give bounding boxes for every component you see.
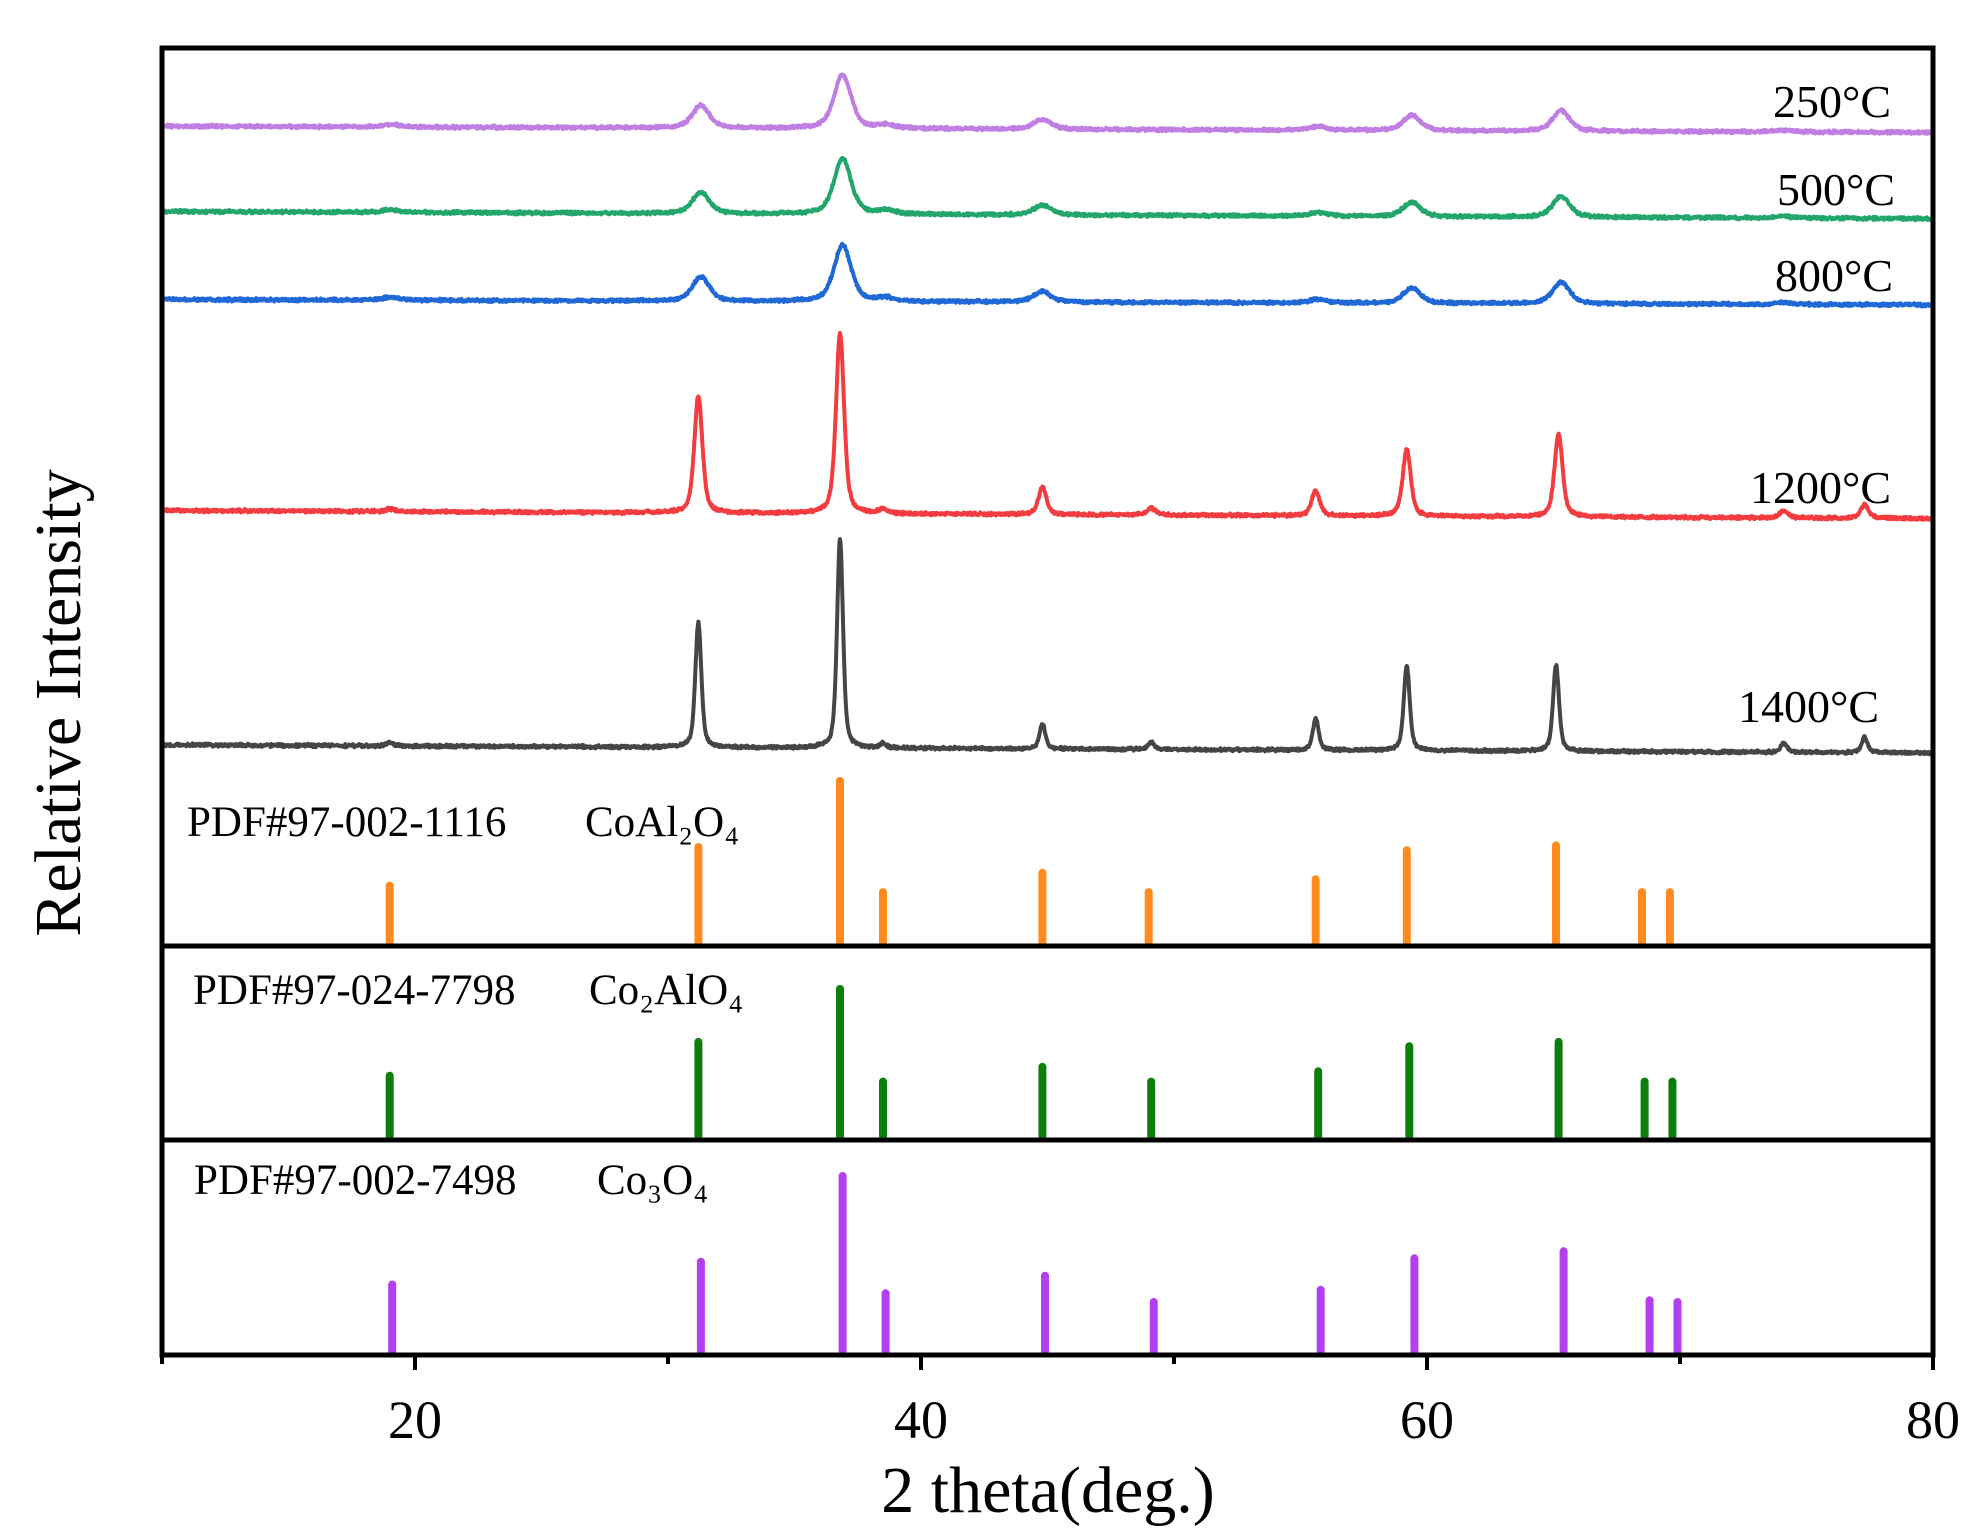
series-label-800c: 800°C [1775,250,1893,301]
ref-card-label-coal2o4: PDF#97-002-1116 [187,799,506,846]
trace-1200c [160,331,1935,522]
frame-border [159,45,1936,1358]
series-label-1200c: 1200°C [1750,462,1891,513]
series-label-250c: 250°C [1773,76,1891,127]
x-axis: 20 40 60 80 [160,1355,1960,1450]
trace-1400c [160,537,1935,757]
plot-frame [159,45,1936,1358]
series-label-1400c: 1400°C [1738,681,1879,732]
ref-formula-co2alo4: Co₂AlO₄ [589,967,743,1014]
reference-sticks [385,777,1682,1355]
ref-card-label-co3o4: PDF#97-002-7498 [194,1157,517,1204]
series-label-500c: 500°C [1777,164,1895,215]
x-tick-label: 80 [1906,1390,1960,1450]
trace-800c [160,241,1935,309]
x-tick-label: 60 [1400,1390,1454,1450]
trace-250c [160,72,1935,136]
experimental-traces [160,72,1935,757]
trace-500c [160,156,1935,223]
x-axis-title: 2 theta(deg.) [881,1454,1215,1527]
ref-formula-co3o4: Co₃O₄ [597,1157,708,1204]
y-axis-title: Relative Intensity [22,469,95,936]
ref-formula-coal2o4: CoAl₂O₄ [585,799,739,846]
x-tick-label: 20 [388,1390,442,1450]
ref-card-label-co2alo4: PDF#97-024-7798 [193,967,516,1014]
x-tick-label: 40 [894,1390,948,1450]
